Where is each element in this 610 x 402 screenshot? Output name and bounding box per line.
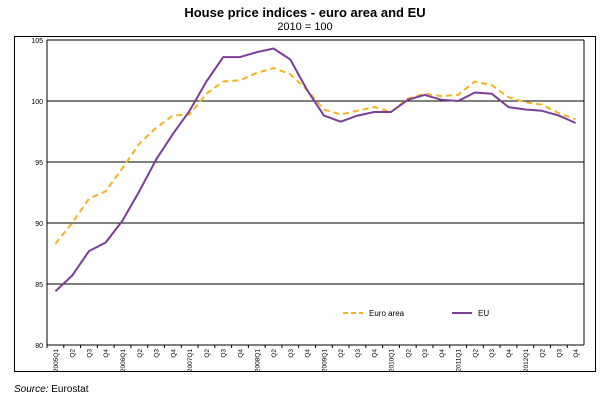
source-label: Source:: [14, 384, 49, 395]
x-tick-label: 2011Q1: [456, 349, 463, 372]
x-tick-label: Q3: [288, 349, 295, 358]
series-line-eu: [54, 47, 577, 293]
x-tick-label: Q4: [103, 349, 110, 358]
y-axis-ticks: 80 85 90 95 100 105: [31, 38, 43, 350]
chart-subtitle: 2010 = 100: [277, 21, 333, 33]
x-tick-label: Q3: [221, 349, 228, 358]
x-tick-label: Q3: [154, 349, 161, 358]
x-tick-label: Q3: [489, 349, 496, 358]
x-axis-ticks: 2005Q1 Q2 Q3 Q4 2006Q1 Q2 Q3 Q4 2007Q1 Q2 Q3 Q4 2008…: [46, 345, 580, 373]
x-tick-label: Q3: [422, 349, 429, 358]
legend: Euro area EU: [343, 309, 489, 318]
chart-frame: [14, 36, 596, 372]
x-tick-label: Q2: [338, 349, 345, 358]
x-tick-label: Q4: [573, 349, 580, 358]
source-text: Eurostat: [48, 384, 89, 395]
legend-label: EU: [478, 309, 489, 318]
x-tick-label: 2007Q1: [187, 349, 194, 373]
x-tick-label: Q4: [170, 349, 177, 358]
y-tick-label: 95: [35, 160, 43, 167]
series-line-euro-area: [54, 67, 576, 245]
x-tick-label: Q2: [472, 349, 479, 358]
y-tick-label: 80: [35, 343, 43, 350]
x-tick-label: Q2: [204, 349, 211, 358]
y-tick-label: 90: [35, 221, 43, 228]
x-tick-label: Q2: [271, 349, 278, 358]
x-tick-label: Q4: [305, 349, 312, 358]
x-tick-label: Q3: [86, 349, 93, 358]
series-lines: [54, 47, 577, 293]
legend-label: Euro area: [369, 309, 405, 318]
x-tick-label: 2009Q1: [321, 349, 328, 373]
source-note: Source: Eurostat: [14, 384, 89, 395]
x-tick-label: Q4: [439, 349, 446, 358]
x-tick-label: Q3: [355, 349, 362, 358]
gridlines: [46, 39, 585, 346]
x-tick-label: 2010Q1: [389, 349, 396, 373]
x-tick-label: 2005Q1: [53, 349, 60, 373]
x-tick-label: Q2: [405, 349, 412, 358]
x-tick-label: Q3: [556, 349, 563, 358]
x-tick-label: Q4: [237, 349, 244, 358]
chart-title: House price indices - euro area and EU: [184, 5, 426, 20]
x-tick-label: Q4: [506, 349, 513, 358]
y-tick-label: 105: [31, 38, 43, 45]
y-tick-label: 85: [35, 282, 43, 289]
x-tick-label: 2012Q1: [523, 349, 530, 373]
x-tick-label: 2008Q1: [254, 349, 261, 373]
y-tick-label: 100: [31, 99, 43, 106]
x-tick-label: Q4: [372, 349, 379, 358]
x-tick-label: Q2: [70, 349, 77, 358]
x-tick-label: Q2: [540, 349, 547, 358]
x-tick-label: 2006Q1: [120, 349, 127, 373]
x-tick-label: Q2: [137, 349, 144, 358]
